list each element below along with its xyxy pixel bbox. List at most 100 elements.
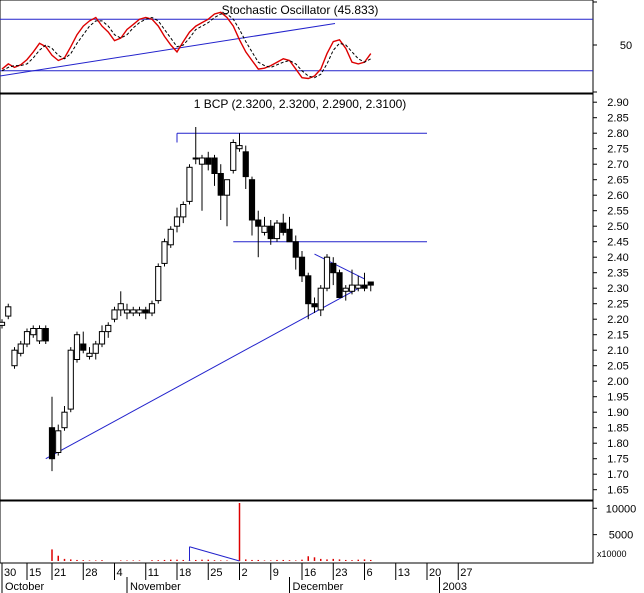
- time-tick-label: 18: [179, 567, 191, 579]
- candle: [348, 269, 356, 295]
- stochastic-tick-label: 50: [620, 40, 632, 52]
- candle: [205, 151, 212, 171]
- candle: [11, 347, 18, 369]
- candle-body: [211, 157, 218, 174]
- candle: [123, 303, 131, 320]
- candle-body: [92, 343, 99, 354]
- price-tick-label: 2.90: [607, 97, 628, 109]
- candle-body: [161, 241, 168, 264]
- candle: [5, 303, 12, 320]
- stochastic-trendline: [0, 23, 336, 77]
- candle: [48, 396, 56, 472]
- candle: [236, 133, 243, 152]
- price-tick-label: 2.70: [607, 159, 628, 171]
- candle-body: [167, 228, 174, 246]
- time-tick-label: 2: [242, 567, 248, 579]
- price-tick-label: 2.75: [607, 144, 628, 156]
- candle: [117, 291, 124, 317]
- candle: [111, 306, 118, 323]
- price-tick-label: 2.35: [607, 268, 628, 280]
- price-tick-label: 2.15: [607, 330, 628, 342]
- candle: [336, 269, 343, 299]
- price-frame: [0, 93, 594, 501]
- candle: [211, 154, 218, 186]
- candle-body: [117, 303, 124, 311]
- price-tick-label: 2.00: [607, 376, 628, 388]
- price-tick-label: 1.85: [607, 423, 628, 435]
- candle-body: [248, 179, 256, 221]
- price-axis: 1.65 1.70 1.75 1.80 1.85 1.90 1.95 2.00 2.05 2.10…: [593, 97, 629, 497]
- time-tick-label: 15: [29, 567, 41, 579]
- candle-body: [105, 324, 112, 333]
- volume-frame: [0, 500, 594, 564]
- price-tick-label: 2.30: [607, 283, 628, 295]
- price-tick-label: 2.50: [607, 221, 628, 233]
- candle: [0, 319, 6, 329]
- volume-trendline: [189, 546, 240, 562]
- price-tick-label: 1.65: [607, 485, 628, 497]
- candle-body: [305, 275, 312, 305]
- candle-body: [180, 204, 187, 218]
- candle: [323, 254, 331, 292]
- candle: [367, 281, 374, 292]
- candle-body: [86, 352, 93, 357]
- candle: [223, 179, 231, 227]
- candle: [286, 216, 293, 243]
- price-tick-label: 2.55: [607, 206, 628, 218]
- time-tick-label: 13: [398, 567, 410, 579]
- candle: [105, 322, 112, 338]
- candle-body: [236, 145, 243, 150]
- price-tick-label: 1.80: [607, 438, 628, 450]
- candle: [36, 325, 43, 344]
- price-tick-label: 2.10: [607, 345, 628, 357]
- candle: [311, 297, 318, 313]
- candle-body: [323, 256, 331, 289]
- candle-body: [192, 157, 199, 160]
- stochastic-series-dashed: [1, 13, 372, 79]
- candle-body: [42, 328, 49, 342]
- price-title: 1 BCP (2.3200, 2.3200, 2.2900, 2.3100): [194, 97, 407, 111]
- volume-trendline: [189, 546, 240, 562]
- time-tick-label: 20: [429, 567, 441, 579]
- candle-body: [355, 284, 362, 289]
- volume-tick-label: 10000: [606, 503, 637, 515]
- stochastic-frame: [0, 0, 594, 94]
- candle-body: [136, 309, 143, 314]
- time-tick-label: 25: [210, 567, 222, 579]
- price-tick-label: 2.60: [607, 190, 628, 202]
- candle-body: [361, 284, 368, 289]
- candle: [230, 139, 237, 174]
- candle-body: [273, 222, 281, 240]
- time-tick-label: 11: [148, 567, 159, 579]
- month-label: December: [293, 581, 344, 593]
- candle: [298, 251, 306, 282]
- candle: [142, 306, 149, 320]
- price-panel: 1 BCP (2.3200, 2.3200, 2.2900, 2.3100) 1…: [0, 93, 629, 501]
- candle-body: [111, 309, 118, 320]
- candle: [180, 201, 187, 224]
- candle-body: [23, 331, 31, 345]
- candle-body: [267, 225, 274, 240]
- price-candles: [0, 127, 374, 472]
- candle: [155, 263, 162, 304]
- time-tick-label: 6: [367, 567, 373, 579]
- month-label: November: [130, 581, 181, 593]
- candle: [17, 340, 24, 357]
- candle: [67, 347, 74, 413]
- candle: [55, 424, 62, 456]
- candle: [42, 325, 49, 344]
- candle: [86, 347, 93, 360]
- time-tick-label: 16: [304, 567, 316, 579]
- candle-body: [311, 303, 318, 308]
- volume-bars: [51, 503, 372, 561]
- candle-body: [98, 331, 106, 345]
- price-tick-label: 2.40: [607, 252, 628, 264]
- candle: [305, 272, 312, 320]
- candle-body: [286, 228, 293, 243]
- candle-body: [155, 266, 162, 302]
- candle-body: [255, 219, 262, 227]
- candle: [130, 306, 137, 317]
- price-tick-label: 1.90: [607, 407, 628, 419]
- candle: [92, 340, 99, 360]
